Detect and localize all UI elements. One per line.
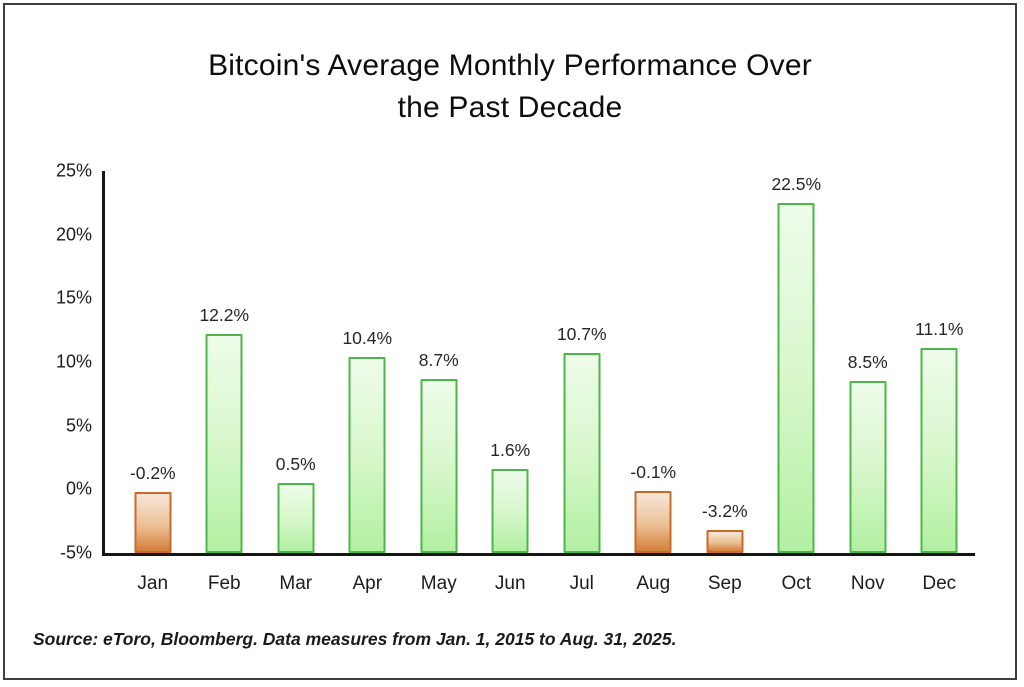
- bar-aug: [634, 490, 672, 553]
- chart-title-line2: the Past Decade: [397, 91, 623, 124]
- y-axis-tick-10: 10%: [55, 351, 92, 372]
- value-label-oct: 22.5%: [771, 173, 822, 194]
- plot-area: 25% 20% 15% 10% 5% 0% -5% -0.2% Jan 12.2% Feb 0.5% M…: [56, 161, 976, 594]
- value-label-nov: 8.5%: [847, 352, 888, 373]
- x-axis-label-jul: Jul: [569, 573, 594, 594]
- x-axis-label-apr: Apr: [352, 573, 383, 594]
- value-label-apr: 10.4%: [342, 327, 393, 348]
- bar-jun: [491, 468, 529, 553]
- bar-sep: [706, 530, 744, 553]
- value-label-jan: -0.2%: [129, 462, 176, 483]
- bar-slot-jun: 1.6% Jun: [475, 171, 547, 594]
- bar-slot-apr: 10.4% Apr: [332, 171, 404, 594]
- bar-slot-jan: -0.2% Jan: [117, 171, 189, 594]
- bar-slot-sep: -3.2% Sep: [689, 171, 761, 594]
- value-label-jun: 1.6%: [490, 439, 531, 460]
- bar-mar: [277, 482, 315, 553]
- y-axis-tick--5: -5%: [59, 542, 92, 563]
- bar-slot-may: 8.7% May: [403, 171, 475, 594]
- bar-feb: [205, 334, 243, 553]
- bar-slot-mar: 0.5% Mar: [260, 171, 332, 594]
- x-axis-label-sep: Sep: [707, 573, 742, 594]
- y-axis-tick-0: 0%: [65, 478, 92, 499]
- x-axis-label-feb: Feb: [207, 573, 241, 594]
- bar-slot-aug: -0.1% Aug: [618, 171, 690, 594]
- chart-frame: Bitcoin's Average Monthly Performance Ov…: [3, 3, 1017, 680]
- value-label-may: 8.7%: [418, 349, 459, 370]
- bar-dec: [920, 348, 958, 553]
- x-axis-label-dec: Dec: [922, 573, 957, 594]
- bar-may: [420, 378, 458, 553]
- x-axis-label-jun: Jun: [494, 573, 526, 594]
- bar-jul: [563, 353, 601, 553]
- bar-nov: [849, 381, 887, 553]
- y-axis-tick-25: 25%: [55, 160, 92, 181]
- chart-title: Bitcoin's Average Monthly Performance Ov…: [5, 45, 1015, 129]
- value-label-feb: 12.2%: [199, 305, 250, 325]
- bar-apr: [348, 356, 386, 553]
- bar-slot-feb: 12.2% Feb: [189, 171, 261, 594]
- value-label-aug: -0.1%: [630, 461, 677, 482]
- x-axis-label-may: May: [420, 573, 457, 594]
- x-axis-label-mar: Mar: [279, 573, 313, 594]
- bar-slot-dec: 11.1% Dec: [904, 171, 976, 594]
- bar-slot-jul: 10.7% Jul: [546, 171, 618, 594]
- bar-slot-oct: 22.5% Oct: [761, 171, 833, 594]
- x-axis-label-jan: Jan: [137, 573, 169, 594]
- y-axis-tick-5: 5%: [65, 415, 92, 436]
- value-label-sep: -3.2%: [701, 501, 748, 522]
- value-label-mar: 0.5%: [275, 453, 316, 474]
- y-axis-tick-20: 20%: [55, 224, 92, 245]
- x-axis-label-oct: Oct: [781, 573, 812, 594]
- value-label-jul: 10.7%: [556, 324, 607, 345]
- value-label-dec: 11.1%: [915, 319, 964, 339]
- bar-jan: [134, 491, 172, 553]
- x-axis-label-nov: Nov: [850, 573, 885, 594]
- bar-oct: [777, 202, 815, 553]
- x-axis-label-aug: Aug: [636, 573, 671, 594]
- bar-slot-nov: 8.5% Nov: [832, 171, 904, 594]
- bars-container: -0.2% Jan 12.2% Feb 0.5% Mar 10.4% Apr 8.7% May 1.…: [105, 171, 976, 594]
- source-note: Source: eToro, Bloomberg. Data measures …: [33, 629, 677, 649]
- y-axis-tick-15: 15%: [55, 287, 92, 308]
- chart-title-line1: Bitcoin's Average Monthly Performance Ov…: [208, 49, 812, 82]
